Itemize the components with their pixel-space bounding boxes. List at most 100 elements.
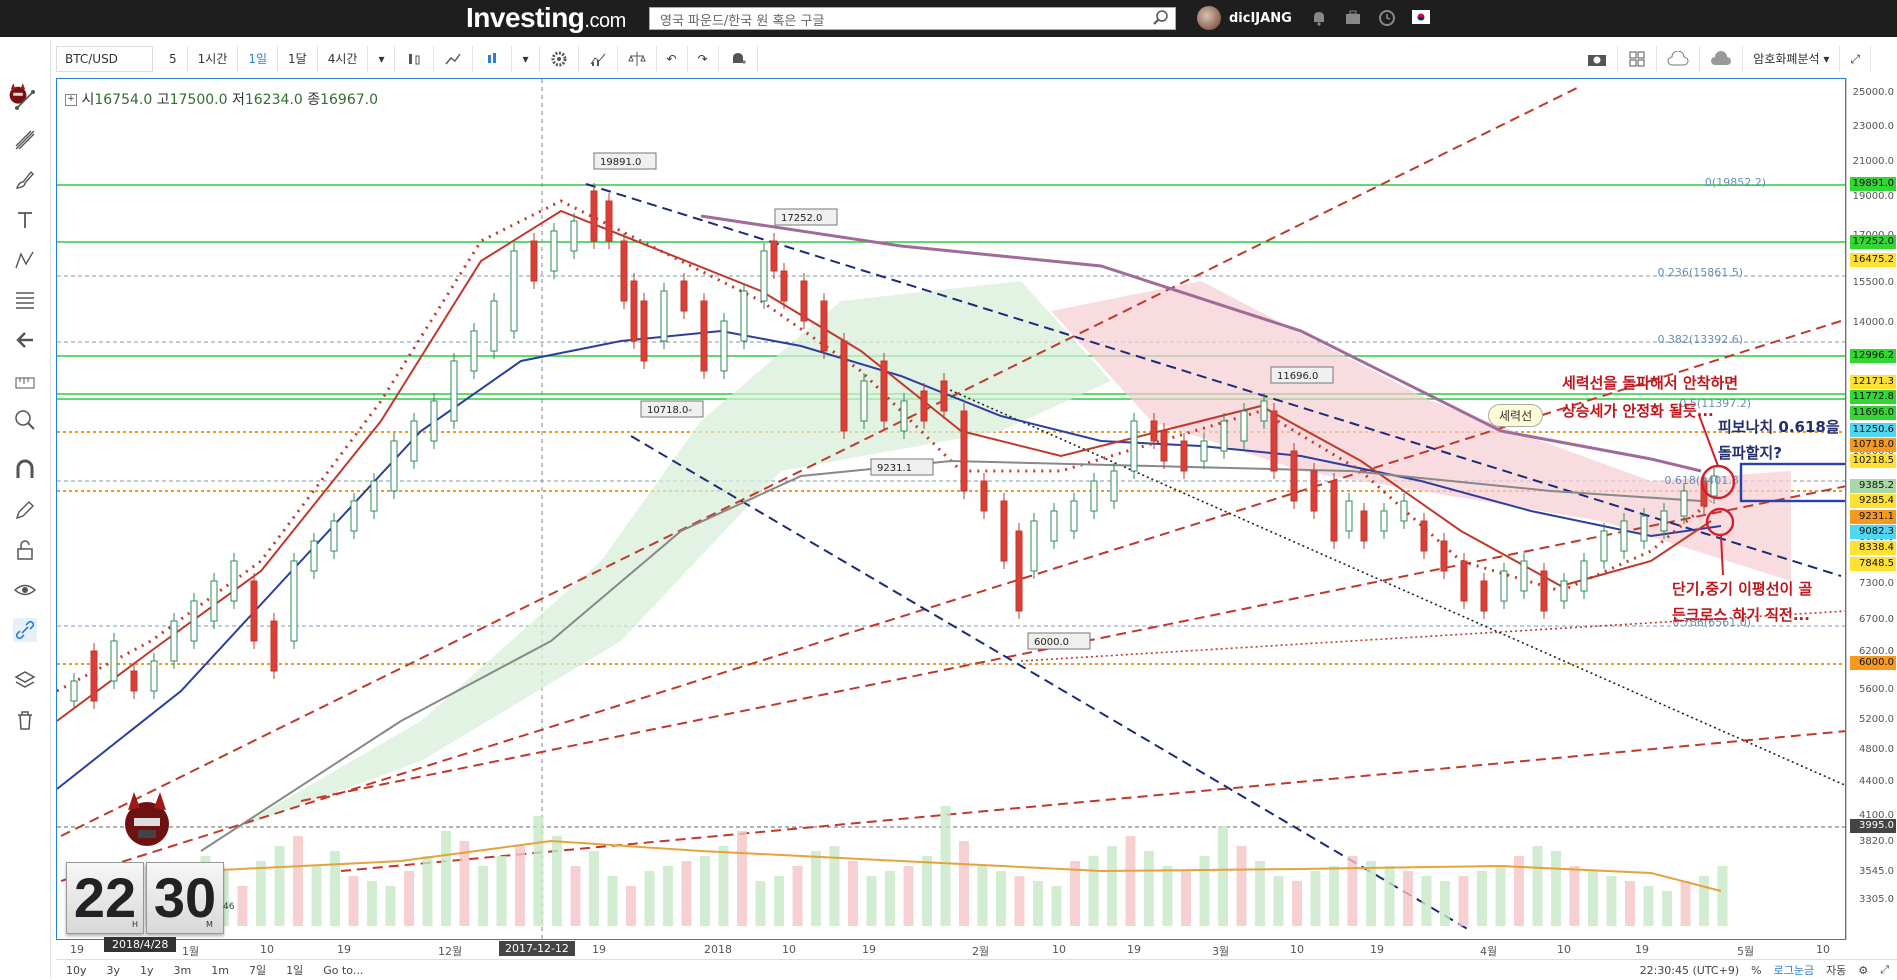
indicators-icon[interactable] — [579, 46, 618, 72]
chart-type-dropdown-icon[interactable]: ▾ — [512, 46, 540, 72]
candle — [680, 280, 688, 312]
log-scale-toggle[interactable]: 로그눈금 — [1773, 964, 1815, 977]
zoom-icon[interactable] — [13, 408, 37, 432]
volume-bar — [552, 836, 562, 926]
chart-area[interactable]: 19891.0 17252.0 10718.0- 9231.1 6000.0 11696.… — [56, 78, 1846, 940]
candle — [430, 400, 438, 442]
annotation-text: 든크로스 하기 직전... — [1672, 606, 1810, 624]
bar-style-icon[interactable] — [395, 46, 435, 72]
fullscreen-icon[interactable]: ⤢ — [1880, 963, 1889, 976]
settings-gear-icon[interactable]: ⚙ — [1858, 963, 1869, 977]
clock-icon[interactable] — [1378, 9, 1396, 27]
search-input[interactable]: 영국 파운드/한국 원 혹은 구글 — [649, 7, 1176, 30]
fullscreen-icon[interactable]: ⤢ — [1840, 46, 1871, 72]
candle — [1345, 500, 1353, 532]
settings-gear-icon[interactable] — [540, 46, 579, 72]
candle — [640, 300, 648, 362]
interval-dropdown-icon[interactable]: ▾ — [368, 46, 396, 72]
trash-icon[interactable] — [13, 708, 37, 732]
range-button[interactable]: 3y — [106, 963, 121, 977]
y-tick-label: 3305.0 — [1859, 894, 1894, 905]
range-button[interactable]: 7일 — [248, 964, 267, 977]
range-button[interactable]: 1일 — [286, 964, 304, 977]
range-button[interactable]: 10y — [66, 963, 87, 977]
measure-icon[interactable] — [13, 368, 37, 392]
time-axis[interactable]: 19 1월 10 19 12월 2017-12-12 19 2018 10 19 2월 10 19 3월 1… — [56, 940, 1846, 959]
volume-bar — [1329, 866, 1339, 926]
portfolio-icon[interactable] — [1344, 9, 1362, 27]
interval-1h[interactable]: 1시간 — [188, 46, 239, 72]
cloud-save-icon[interactable] — [1700, 46, 1744, 72]
candle — [1500, 570, 1508, 602]
camera-icon[interactable] — [1577, 46, 1619, 72]
volume-bar — [1403, 871, 1413, 926]
pencil-lock-icon[interactable] — [13, 498, 37, 522]
layout-icon[interactable] — [1618, 46, 1658, 72]
price-chart[interactable]: 19891.0 17252.0 10718.0- 9231.1 6000.0 11696.… — [57, 79, 1846, 940]
candle — [1050, 510, 1058, 542]
volume-bar — [1014, 876, 1025, 926]
x-tick-label: 19 — [862, 943, 876, 956]
candle-style-icon[interactable] — [473, 46, 513, 72]
range-button[interactable]: 3m — [173, 963, 192, 977]
area-style-icon[interactable] — [434, 46, 474, 72]
y-tick-label: 5600.0 — [1859, 684, 1894, 695]
trend-line-icon[interactable] — [13, 88, 37, 112]
link-icon[interactable] — [13, 618, 37, 642]
candle — [1070, 500, 1078, 532]
lock-icon[interactable] — [13, 538, 37, 562]
redo-icon[interactable]: ↷ — [688, 46, 719, 72]
compare-icon[interactable] — [618, 46, 657, 72]
pitchfork-icon[interactable] — [13, 128, 37, 152]
interval-1d[interactable]: 1일 — [238, 46, 279, 72]
interval-5[interactable]: 5 — [159, 46, 188, 72]
user-menu[interactable]: dicIJANG — [1197, 6, 1292, 30]
candle — [1330, 480, 1338, 542]
candle — [800, 280, 808, 322]
arrow-left-icon[interactable] — [13, 328, 37, 352]
y-tick-label: 21000.0 — [1852, 156, 1894, 167]
clock-m-label: M — [206, 920, 213, 929]
symbol-input[interactable]: BTC/USD — [56, 46, 153, 72]
range-button[interactable]: 1y — [140, 963, 154, 977]
candle — [210, 580, 218, 622]
price-callout: 11696.0 — [1270, 366, 1334, 384]
fib-label: 0.236(15861.5) — [1657, 266, 1743, 279]
fibonacci-icon[interactable] — [13, 288, 37, 312]
price-callout-text: 11696.0 — [1277, 371, 1318, 382]
candle — [1160, 430, 1168, 462]
price-level-label: 17252.0 — [1850, 235, 1896, 249]
cloud-load-icon[interactable] — [1657, 46, 1701, 72]
range-button[interactable]: 1m — [211, 963, 229, 977]
mascot-logo-icon — [9, 83, 27, 104]
volume-bar — [607, 876, 618, 926]
candle — [250, 580, 258, 642]
price-callout: 10718.0- — [640, 400, 704, 418]
price-axis[interactable]: 25000.023000.021000.019000.017000.015500… — [1846, 78, 1897, 940]
x-tick-label: 19 — [1127, 943, 1141, 956]
analysis-dropdown[interactable]: 암호화폐분석 ▾ — [1743, 46, 1841, 72]
y-tick-label: 4400.0 — [1859, 776, 1894, 787]
interval-4h[interactable]: 4시간 — [318, 46, 369, 72]
interval-1m[interactable]: 1달 — [278, 46, 318, 72]
undo-icon[interactable]: ↶ — [657, 46, 688, 72]
magnet-icon[interactable] — [13, 458, 37, 482]
alert-icon[interactable] — [719, 46, 758, 72]
search-icon[interactable] — [1153, 10, 1169, 26]
price-callout-box — [593, 152, 657, 170]
candle — [1480, 580, 1488, 612]
candle — [110, 640, 118, 682]
pattern-icon[interactable] — [13, 248, 37, 272]
bell-icon[interactable] — [1310, 9, 1328, 27]
eye-icon[interactable] — [13, 578, 37, 602]
korea-flag-icon[interactable] — [1412, 9, 1430, 27]
percent-toggle[interactable]: % — [1751, 963, 1762, 977]
auto-scale-toggle[interactable]: 자동 — [1826, 964, 1847, 977]
investing-logo[interactable]: Investing.com — [466, 2, 626, 33]
layers-icon[interactable] — [13, 668, 37, 692]
x-tick-label: 10 — [782, 943, 796, 956]
text-tool-icon[interactable] — [13, 208, 37, 232]
range-button[interactable]: Go to... — [323, 963, 364, 977]
brush-icon[interactable] — [13, 168, 37, 192]
legend-toggle-icon[interactable]: + — [65, 94, 77, 106]
